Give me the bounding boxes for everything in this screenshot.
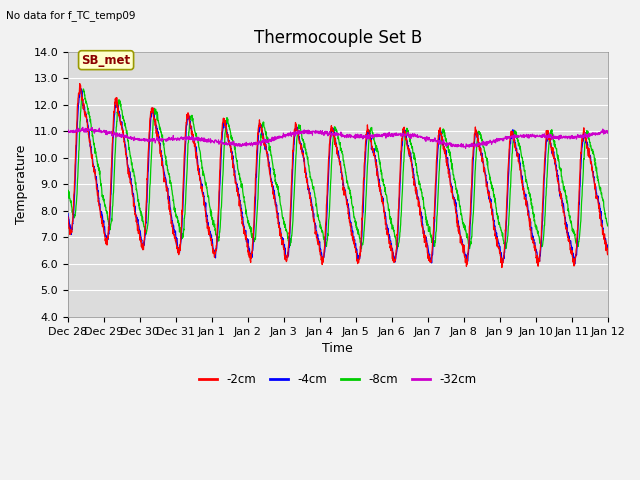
Text: SB_met: SB_met bbox=[81, 54, 131, 67]
Legend: -2cm, -4cm, -8cm, -32cm: -2cm, -4cm, -8cm, -32cm bbox=[195, 368, 481, 390]
Y-axis label: Temperature: Temperature bbox=[15, 144, 28, 224]
X-axis label: Time: Time bbox=[323, 342, 353, 355]
Title: Thermocouple Set B: Thermocouple Set B bbox=[253, 29, 422, 48]
Text: No data for f_TC_temp09: No data for f_TC_temp09 bbox=[6, 10, 136, 21]
